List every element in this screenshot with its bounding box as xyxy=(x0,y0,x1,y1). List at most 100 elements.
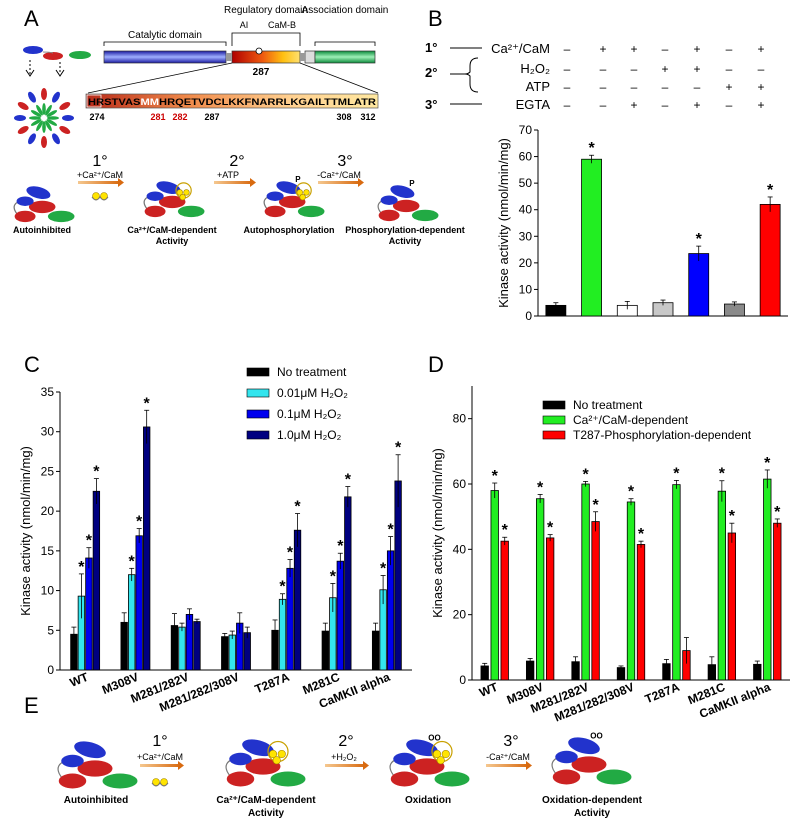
y-tick-label: 30 xyxy=(41,425,55,439)
bar xyxy=(394,480,402,671)
residue-282: 282 xyxy=(172,112,187,122)
holo-lobe xyxy=(28,91,36,103)
sequence-strip: HRSTVAS MM HRQETVDCLKKFNARRLKGAILTTMLATR 2… xyxy=(85,93,379,122)
significance-star: * xyxy=(287,545,294,562)
panel-letter-b: B xyxy=(428,6,443,31)
e-step-2-label: 2° xyxy=(338,733,353,750)
y-tick-label: 20 xyxy=(453,608,467,622)
e-arrow-3-label: -Ca²⁺/CaM xyxy=(486,752,530,762)
catalytic-lobe xyxy=(74,741,106,759)
bar xyxy=(128,574,136,671)
holo-lobe xyxy=(62,115,74,121)
arrow-3-label: -Ca²⁺/CaM xyxy=(317,170,361,180)
y-tick-label: 10 xyxy=(41,584,55,598)
catalytic-lobe xyxy=(406,739,438,757)
modification-label: OO xyxy=(428,733,440,742)
bar xyxy=(616,667,626,681)
marker-287-label: 287 xyxy=(253,67,270,78)
significance-star: * xyxy=(380,560,387,577)
bar xyxy=(535,498,545,681)
catalytic-domain-label: Catalytic domain xyxy=(128,30,202,41)
y-tick-label: 60 xyxy=(453,477,467,491)
bar xyxy=(286,567,294,671)
legend-swatch xyxy=(246,367,270,377)
bar xyxy=(763,478,772,681)
regulatory-lobe xyxy=(77,760,113,777)
modification-label: P xyxy=(295,175,301,184)
significance-star: * xyxy=(719,466,726,483)
cam-linker xyxy=(91,196,109,201)
molecule-ca-cam-bound xyxy=(143,181,205,218)
treatment-sign: – xyxy=(564,42,571,56)
catalytic-lobe xyxy=(568,737,600,755)
table-step-3: 3° xyxy=(425,97,437,112)
significance-star: * xyxy=(628,484,635,501)
bar xyxy=(581,483,590,681)
molecule-autophosphorylated: P xyxy=(263,175,325,218)
panel-a: A Catalytic domain Regulatory domain As xyxy=(13,5,465,246)
bar xyxy=(773,522,782,681)
legend-label: Ca²⁺/CaM-dependent xyxy=(573,413,689,427)
bar xyxy=(143,426,151,671)
treatment-sign: + xyxy=(757,42,764,56)
modification-label: P xyxy=(409,179,415,188)
holo-lobe xyxy=(14,115,26,121)
significance-star: * xyxy=(492,468,499,485)
calcium-ion xyxy=(432,749,442,759)
state-autophosphorylation: Autophosphorylation xyxy=(244,225,335,235)
ai-label: AI xyxy=(240,20,249,30)
significance-star: * xyxy=(337,538,344,555)
monomer-glyph xyxy=(23,46,91,60)
significance-star: * xyxy=(387,522,394,539)
e-state-oxidation-line2: Activity xyxy=(574,808,611,819)
y-tick-label: 70 xyxy=(519,123,533,137)
y-tick-label: 15 xyxy=(41,544,55,558)
arrow-1 xyxy=(118,178,124,187)
legend-swatch xyxy=(542,430,566,440)
treatment-label: EGTA xyxy=(516,97,551,112)
regulatory-lobe-2 xyxy=(144,205,166,218)
legend-swatch xyxy=(246,430,270,440)
arrow-3 xyxy=(358,178,364,187)
bar xyxy=(591,521,600,681)
bar xyxy=(581,158,602,317)
regulatory-lobe-2 xyxy=(552,769,581,785)
significance-star: * xyxy=(78,559,85,576)
calcium-ion xyxy=(299,193,306,201)
table-step-2: 2° xyxy=(425,65,437,80)
e-state-autoinhibited: Autoinhibited xyxy=(64,795,128,806)
significance-star: * xyxy=(144,395,151,412)
y-tick-label: 10 xyxy=(519,282,533,296)
significance-star: * xyxy=(774,504,781,521)
bar xyxy=(672,484,681,681)
significance-star: * xyxy=(129,553,136,570)
y-tick-label: 30 xyxy=(519,229,533,243)
holo-lobe xyxy=(59,126,71,134)
calcium-ion xyxy=(441,749,450,759)
significance-star: * xyxy=(592,497,599,514)
significance-star: * xyxy=(93,464,100,481)
y-axis-label: Kinase activity (nmol/min/mg) xyxy=(496,138,511,308)
category-label: WT xyxy=(68,670,91,690)
treatment-sign: + xyxy=(599,42,606,56)
table-step-1: 1° xyxy=(425,40,437,55)
regulatory-lobe xyxy=(278,195,306,209)
calcium-ion xyxy=(296,189,303,196)
step-2-label: 2° xyxy=(229,153,244,170)
holo-lobe xyxy=(28,133,36,145)
significance-star: * xyxy=(136,514,143,531)
e-step-3-label: 3° xyxy=(503,733,518,750)
holo-lobe xyxy=(52,91,60,103)
treatment-label: Ca²⁺/CaM xyxy=(491,41,550,56)
category-label: T287A xyxy=(253,670,292,697)
y-tick-label: 0 xyxy=(459,673,466,687)
panel-b: B 1°2°3°Ca²⁺/CaM – + + – + – +H₂O₂ – – – + + – –ATP – – –… xyxy=(425,6,788,323)
cam-linker xyxy=(151,782,169,787)
significance-star: * xyxy=(588,140,595,157)
calcium-ion xyxy=(268,749,278,759)
bar xyxy=(336,560,344,671)
treatment-sign: + xyxy=(630,42,637,56)
legend-swatch xyxy=(542,400,566,410)
holo-lobe xyxy=(17,126,29,134)
treatment-sign: – xyxy=(694,80,701,94)
